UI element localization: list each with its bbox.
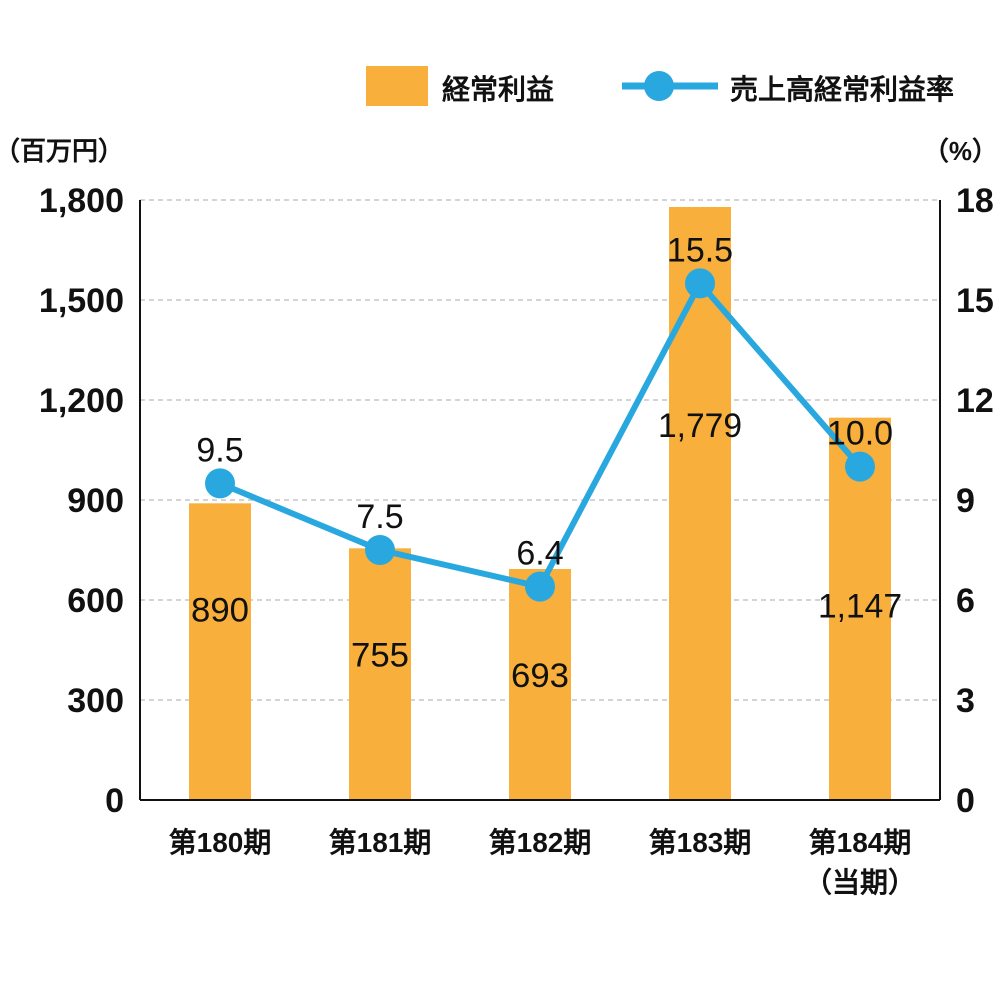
line-point (365, 535, 395, 565)
left-tick-label: 1,200 (39, 382, 124, 420)
bar (349, 548, 411, 800)
left-tick-label: 600 (67, 582, 124, 620)
line-point (685, 268, 715, 299)
right-tick-label: 12 (956, 382, 994, 420)
bar-value-label: 1,147 (818, 588, 902, 626)
bar-value-label: 1,779 (658, 407, 742, 445)
line-point (845, 451, 875, 482)
category-labels: 第180期 第181期 第182期 第183期 第184期 （当期） (169, 826, 916, 898)
bar (509, 569, 571, 800)
line-value-label: 7.5 (356, 498, 403, 536)
right-tick-label: 6 (956, 582, 975, 620)
line-value-label: 10.0 (827, 415, 893, 453)
right-axis-unit: （%） (923, 136, 998, 166)
left-tick-label: 0 (105, 782, 124, 820)
bar-series (189, 207, 891, 800)
axes (139, 200, 941, 801)
right-tick-label: 3 (956, 682, 975, 720)
legend: 経常利益 売上高経常利益率 (366, 66, 954, 106)
line-point (525, 571, 555, 602)
category-label: 第183期 (649, 826, 752, 858)
line-series (205, 268, 875, 602)
right-tick-label: 0 (956, 782, 975, 820)
data-labels: 890 755 693 1,779 1,147 9.5 7.5 6.4 15.5 10.0 (191, 231, 902, 695)
legend-line-marker (644, 71, 674, 101)
right-tick-label: 9 (956, 482, 975, 520)
line-value-label: 6.4 (516, 535, 563, 573)
bar-value-label: 693 (511, 657, 569, 695)
right-tick-label: 15 (956, 282, 994, 320)
category-label: 第182期 (489, 826, 592, 858)
legend-bar-label: 経常利益 (442, 73, 554, 105)
bar-value-label: 755 (351, 636, 409, 674)
category-label: 第181期 (329, 826, 432, 858)
line-value-label: 15.5 (667, 231, 733, 269)
left-tick-label: 900 (67, 482, 124, 520)
right-tick-label: 18 (956, 182, 994, 220)
line-point (205, 468, 235, 499)
category-label: 第180期 (169, 826, 272, 858)
tick-labels: 0 300 600 900 1,200 1,500 1,800 0 3 6 9 12 15 18 (39, 182, 994, 820)
legend-line-label: 売上高経常利益率 (730, 73, 954, 105)
bar (189, 503, 251, 800)
line-value-label: 9.5 (196, 431, 243, 469)
category-label: 第184期 (809, 826, 912, 858)
legend-bar-swatch (366, 66, 428, 106)
left-tick-label: 1,800 (39, 182, 124, 220)
category-label: （当期） (804, 866, 916, 898)
left-tick-label: 1,500 (39, 282, 124, 320)
bar-value-label: 890 (191, 591, 249, 629)
left-tick-label: 300 (67, 682, 124, 720)
left-axis-unit: （百万円） (0, 136, 124, 166)
